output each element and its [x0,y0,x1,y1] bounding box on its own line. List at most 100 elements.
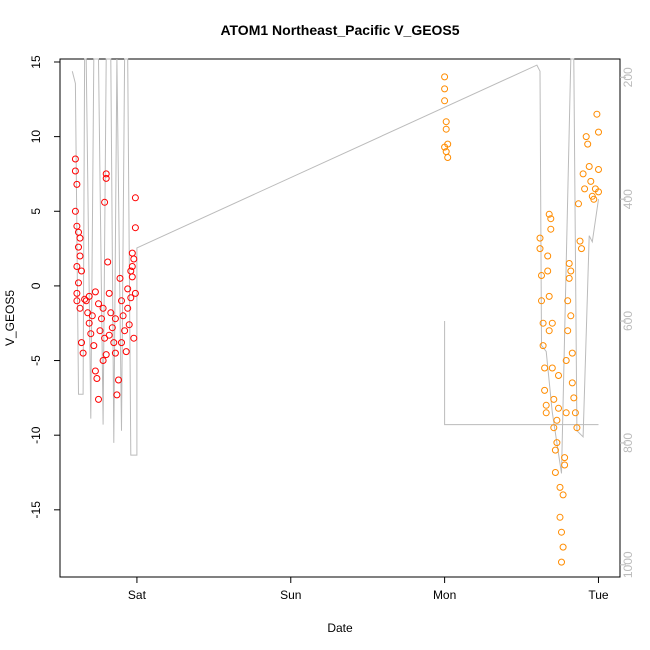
data-point-series-2 [582,133,590,141]
pressure-line-segment [444,321,599,426]
data-point-series-2 [571,409,579,417]
data-point-series-1 [75,243,82,251]
data-point-series-2 [565,274,573,282]
data-point-series-1 [115,376,122,384]
data-point-series-1 [88,312,96,320]
data-point-series-2 [544,252,552,260]
data-point-series-1 [71,167,79,175]
data-point-series-1 [104,258,112,266]
data-point-series-2 [555,372,562,379]
right-tick-label: 400 [621,189,635,209]
data-point-series-2 [542,401,550,409]
data-point-series-1 [105,289,113,297]
data-point-series-2 [545,210,553,218]
x-tick-label: Sun [280,588,301,602]
data-point-series-1 [85,292,93,300]
data-point-series-2 [538,272,545,279]
right-tick-label: 600 [621,311,635,331]
data-point-series-2 [558,558,565,566]
data-point-series-1 [71,207,79,215]
y-tick-label: -15 [29,501,43,519]
points-layer [71,73,602,566]
data-point-series-2 [536,234,544,242]
data-point-series-1 [90,342,98,350]
data-point-series-1 [130,255,138,263]
axes-layer: Sat Sun Mon Tue 15 10 5 0 -5 -10 -15 200 400 600 800 10… [29,55,635,602]
data-point-series-2 [562,357,570,364]
data-point-series-1 [95,300,102,308]
data-point-series-2 [545,327,553,335]
data-point-series-1 [131,224,139,232]
data-point-series-2 [536,245,544,253]
data-point-series-2 [567,267,575,275]
data-point-series-2 [548,319,556,327]
data-point-series-1 [113,391,121,399]
data-point-series-2 [444,154,452,161]
data-point-series-1 [102,170,110,178]
data-point-series-2 [570,394,578,402]
data-point-series-2 [559,543,567,551]
data-point-series-1 [73,180,81,188]
data-point-series-2 [561,461,569,469]
y-tick-label: 15 [29,55,43,69]
data-point-series-1 [116,274,124,282]
data-point-series-1 [124,285,132,293]
data-point-series-2 [568,349,576,357]
data-point-series-2 [553,416,561,424]
data-point-series-2 [541,364,549,372]
right-tick-label: 1000 [621,551,635,578]
data-point-series-2 [555,404,562,412]
data-point-series-1 [75,279,82,287]
data-point-series-1 [99,357,107,364]
data-point-series-2 [441,73,449,81]
data-point-series-1 [76,304,84,312]
data-point-series-2 [551,446,559,454]
data-point-series-2 [595,128,602,136]
data-point-series-2 [565,260,573,267]
data-point-series-1 [78,339,85,347]
y-tick-label: -5 [29,355,43,366]
data-point-series-2 [539,342,547,350]
data-point-series-1 [101,198,109,206]
data-point-series-2 [556,483,564,491]
data-point-series-2 [539,319,547,327]
data-point-series-2 [538,297,545,305]
data-point-series-1 [93,375,101,382]
data-point-series-2 [567,312,575,320]
y-tick-label: 10 [29,130,43,144]
data-point-series-2 [585,163,593,170]
plot-frame [59,58,621,578]
data-point-series-1 [102,174,110,182]
data-point-series-2 [587,177,595,185]
data-point-series-2 [578,245,585,253]
data-point-series-1 [124,304,132,312]
data-point-series-2 [581,185,589,193]
data-point-series-2 [441,143,449,151]
chart-title: ATOM1 Northeast_Pacific V_GEOS5 [220,22,459,38]
data-point-series-1 [85,319,93,327]
data-point-series-2 [558,528,565,536]
data-point-series-1 [111,315,119,323]
data-point-series-2 [551,469,559,476]
data-point-series-2 [550,395,558,403]
data-point-series-2 [595,188,602,196]
data-point-series-1 [121,327,129,335]
x-axis-label: Date [327,621,353,635]
data-point-series-1 [76,234,84,242]
data-point-series-1 [76,252,84,260]
data-point-series-2 [441,97,449,105]
data-point-series-2 [542,409,550,417]
data-point-series-1 [130,334,138,342]
data-point-series-1 [73,297,81,305]
data-point-series-2 [544,267,552,275]
x-tick-label: Mon [433,588,456,602]
data-point-series-2 [548,364,556,372]
pressure-line [71,58,599,474]
data-point-series-2 [547,215,555,223]
data-point-series-1 [118,339,125,347]
data-point-series-1 [87,330,95,338]
data-point-series-1 [99,304,107,312]
data-point-series-2 [556,513,564,521]
data-point-series-1 [102,351,110,359]
